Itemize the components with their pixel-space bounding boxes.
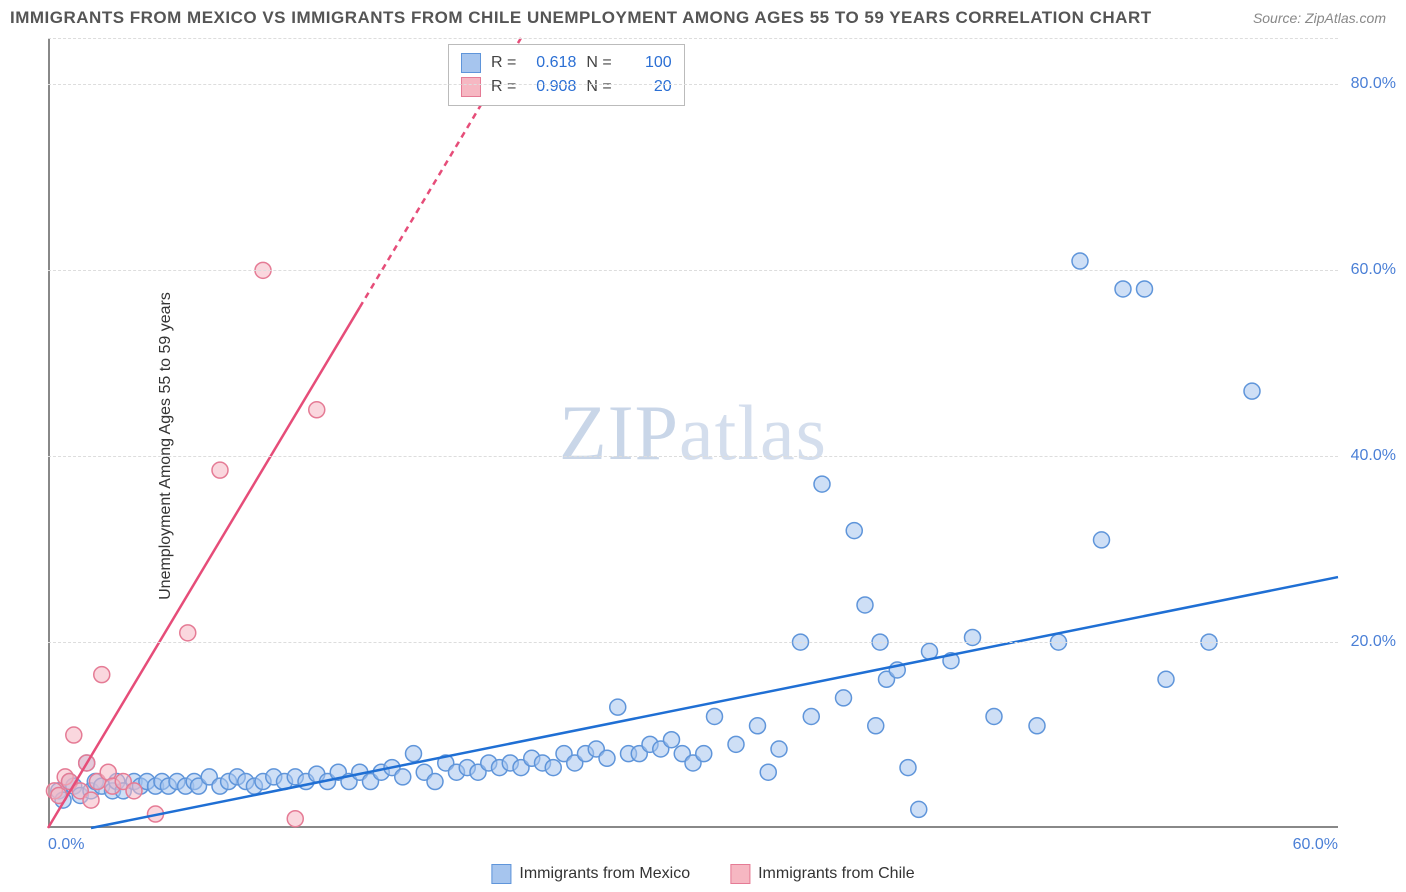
y-tick-label: 80.0% <box>1351 75 1396 93</box>
x-tick-left: 0.0% <box>48 836 84 854</box>
legend-r-label: R = <box>491 51 516 75</box>
legend-r-value-chile: 0.908 <box>526 75 576 99</box>
legend-n-label: N = <box>586 75 611 99</box>
y-tick-label: 20.0% <box>1351 633 1396 651</box>
swatch-mexico-bottom <box>491 864 511 884</box>
gridline <box>48 84 1338 85</box>
swatch-mexico <box>461 53 481 73</box>
chart-svg <box>48 38 1338 828</box>
legend-n-label: N = <box>586 51 611 75</box>
gridline <box>48 642 1338 643</box>
y-tick-label: 40.0% <box>1351 447 1396 465</box>
series-legend: Immigrants from Mexico Immigrants from C… <box>491 864 914 884</box>
legend-label-mexico: Immigrants from Mexico <box>519 865 690 883</box>
legend-n-value-mexico: 100 <box>622 51 672 75</box>
legend-row-mexico: R = 0.618 N = 100 <box>461 51 672 75</box>
legend-item-mexico: Immigrants from Mexico <box>491 864 690 884</box>
gridline <box>48 270 1338 271</box>
legend-row-chile: R = 0.908 N = 20 <box>461 75 672 99</box>
correlation-legend: R = 0.618 N = 100 R = 0.908 N = 20 <box>448 44 685 106</box>
legend-item-chile: Immigrants from Chile <box>730 864 914 884</box>
legend-r-label: R = <box>491 75 516 99</box>
swatch-chile <box>461 77 481 97</box>
source-attribution: Source: ZipAtlas.com <box>1253 10 1386 26</box>
x-tick-right: 60.0% <box>1293 836 1338 854</box>
gridline <box>48 38 1338 39</box>
swatch-chile-bottom <box>730 864 750 884</box>
legend-label-chile: Immigrants from Chile <box>758 865 914 883</box>
plot-area: ZIPatlas R = 0.618 N = 100 R = 0.908 N =… <box>48 38 1338 828</box>
chart-title: IMMIGRANTS FROM MEXICO VS IMMIGRANTS FRO… <box>10 8 1152 28</box>
gridline <box>48 456 1338 457</box>
y-tick-label: 60.0% <box>1351 261 1396 279</box>
legend-r-value-mexico: 0.618 <box>526 51 576 75</box>
legend-n-value-chile: 20 <box>622 75 672 99</box>
